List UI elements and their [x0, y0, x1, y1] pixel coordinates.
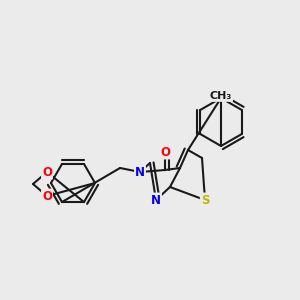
Text: N: N: [151, 194, 161, 206]
Text: S: S: [201, 194, 209, 206]
Text: CH₃: CH₃: [210, 91, 232, 101]
Text: O: O: [42, 166, 52, 178]
Text: N: N: [135, 166, 145, 178]
Text: O: O: [160, 146, 170, 158]
Text: O: O: [42, 190, 52, 202]
